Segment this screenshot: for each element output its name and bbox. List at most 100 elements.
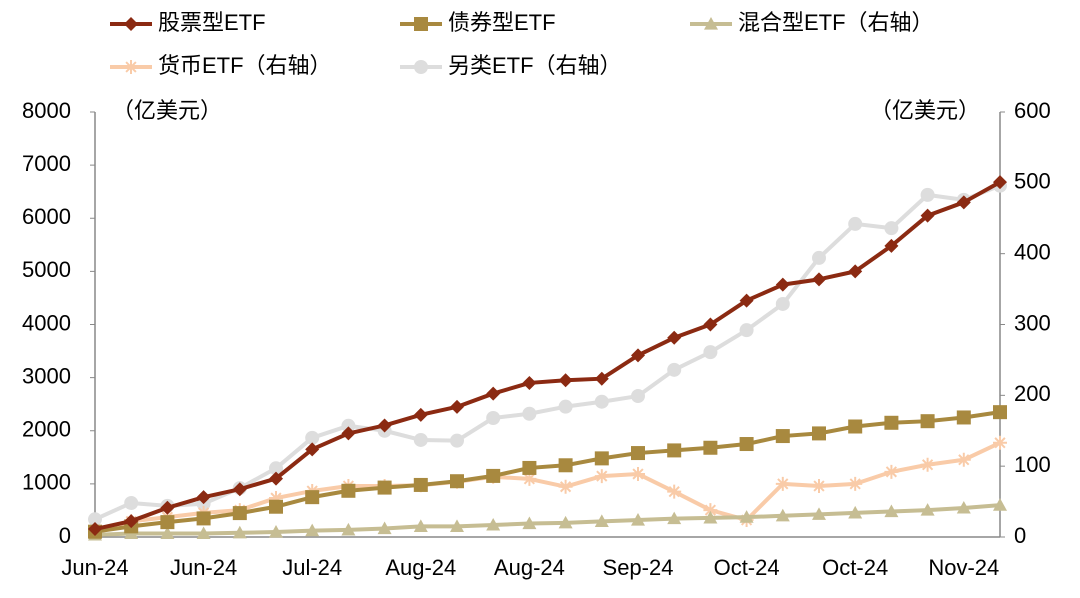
data-point bbox=[377, 521, 392, 535]
x-tick-label: Oct-24 bbox=[714, 555, 780, 580]
data-point bbox=[160, 515, 175, 530]
data-point bbox=[812, 250, 826, 265]
y2-tick-label: 200 bbox=[1014, 381, 1051, 406]
data-point bbox=[305, 490, 320, 505]
data-point bbox=[956, 410, 971, 425]
legend-marker bbox=[704, 17, 718, 30]
data-point bbox=[232, 506, 247, 521]
data-point bbox=[920, 208, 935, 223]
x-tick-label: Jun-24 bbox=[170, 555, 237, 580]
y-tick-label: 5000 bbox=[22, 257, 71, 282]
data-point bbox=[232, 525, 247, 539]
data-point bbox=[305, 430, 320, 445]
data-point bbox=[703, 440, 718, 455]
data-point bbox=[739, 437, 754, 452]
y-tick-label: 2000 bbox=[22, 417, 71, 442]
data-point bbox=[631, 466, 645, 481]
x-tick-label: Aug-24 bbox=[385, 555, 456, 580]
data-point bbox=[956, 452, 971, 467]
data-point bbox=[848, 264, 863, 279]
data-point bbox=[232, 482, 247, 497]
y-tick-label: 4000 bbox=[22, 310, 71, 335]
data-point bbox=[594, 469, 609, 484]
data-point bbox=[124, 496, 139, 510]
data-point bbox=[920, 503, 935, 516]
data-point bbox=[450, 399, 464, 414]
data-point bbox=[993, 435, 1007, 450]
data-point bbox=[413, 432, 428, 447]
legend-marker bbox=[124, 17, 138, 31]
data-point bbox=[884, 464, 899, 479]
data-point bbox=[413, 519, 428, 532]
data-point bbox=[305, 442, 320, 457]
data-point bbox=[341, 522, 356, 536]
data-point bbox=[88, 522, 102, 537]
data-point bbox=[703, 510, 718, 524]
data-point bbox=[920, 414, 935, 429]
y2-tick-label: 100 bbox=[1014, 452, 1051, 477]
data-point bbox=[522, 375, 537, 390]
data-point bbox=[667, 511, 682, 525]
data-point bbox=[486, 468, 501, 483]
legend-label: 另类ETF（右轴） bbox=[448, 53, 622, 78]
data-point bbox=[450, 474, 464, 489]
data-point bbox=[269, 471, 283, 486]
y2-tick-label: 0 bbox=[1014, 523, 1026, 548]
data-point bbox=[558, 399, 573, 414]
data-point bbox=[703, 503, 718, 518]
data-point bbox=[993, 405, 1007, 420]
data-point bbox=[341, 483, 356, 498]
data-point bbox=[667, 484, 682, 499]
data-point bbox=[739, 510, 754, 523]
data-point bbox=[450, 433, 464, 448]
legend-marker bbox=[124, 60, 138, 74]
x-tick-label: Jun-24 bbox=[61, 555, 128, 580]
series-line bbox=[94, 180, 1001, 531]
data-point bbox=[812, 426, 826, 441]
data-point bbox=[667, 330, 682, 345]
data-point bbox=[196, 511, 211, 526]
legend-marker bbox=[414, 60, 428, 74]
y2-tick-label: 300 bbox=[1014, 310, 1051, 335]
legend-label: 债券型ETF bbox=[448, 10, 556, 35]
data-point bbox=[522, 460, 537, 475]
data-point bbox=[341, 418, 356, 433]
data-point bbox=[667, 443, 682, 458]
data-point bbox=[558, 515, 573, 529]
y-tick-label: 8000 bbox=[22, 98, 71, 123]
data-point bbox=[269, 499, 283, 514]
data-point bbox=[269, 461, 283, 476]
data-point bbox=[884, 415, 899, 430]
series-line bbox=[94, 183, 1001, 522]
data-point bbox=[522, 471, 537, 486]
legend-label: 股票型ETF bbox=[158, 10, 266, 35]
data-point bbox=[558, 479, 573, 494]
legend-label: 货币ETF（右轴） bbox=[158, 53, 332, 78]
data-point bbox=[956, 500, 971, 514]
y2-axis-label: （亿美元） bbox=[870, 98, 980, 123]
data-point bbox=[594, 451, 609, 466]
data-point bbox=[196, 526, 211, 540]
data-point bbox=[486, 517, 501, 531]
data-point bbox=[558, 458, 573, 473]
data-point bbox=[305, 523, 320, 537]
data-point bbox=[631, 348, 645, 363]
series-line bbox=[94, 440, 1001, 535]
data-point bbox=[920, 187, 935, 202]
data-point bbox=[88, 512, 102, 527]
y2-tick-label: 400 bbox=[1014, 239, 1051, 264]
y-tick-label: 0 bbox=[59, 523, 71, 548]
data-point bbox=[594, 394, 609, 409]
data-point bbox=[703, 317, 718, 332]
data-point bbox=[956, 195, 971, 210]
data-point bbox=[522, 516, 537, 530]
data-point bbox=[486, 411, 501, 425]
data-point bbox=[993, 175, 1007, 190]
data-point bbox=[739, 293, 754, 308]
data-point bbox=[269, 525, 283, 538]
data-point bbox=[812, 507, 826, 520]
y2-tick-label: 500 bbox=[1014, 169, 1051, 194]
data-point bbox=[775, 296, 790, 311]
legend-label: 混合型ETF（右轴） bbox=[738, 10, 934, 35]
